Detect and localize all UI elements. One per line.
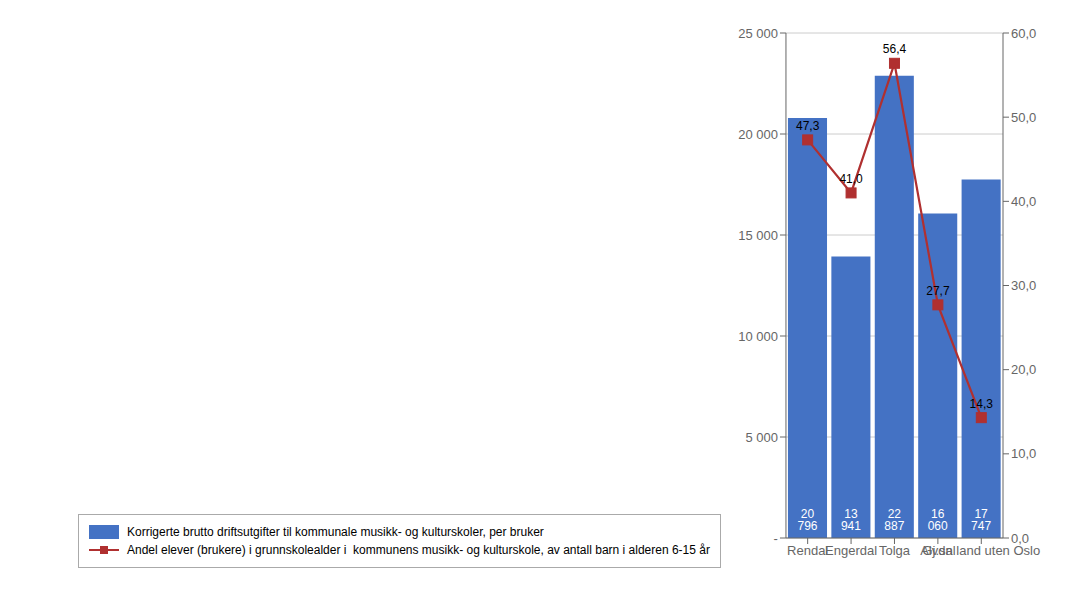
html-text:Andel elever (brukere) i grunn: Andel elever (brukere) i grunnskolealder…: [127, 543, 710, 557]
svg-text:0,0: 0,0: [1011, 531, 1029, 546]
svg-text:40,0: 40,0: [1011, 194, 1036, 209]
svg-text:17747: 17747: [971, 507, 991, 533]
svg-text:15 000: 15 000: [738, 228, 778, 243]
svg-text:50,0: 50,0: [1011, 110, 1036, 125]
svg-text:14,3: 14,3: [970, 397, 994, 411]
svg-text:Gj.sn land uten Oslo: Gj.sn land uten Oslo: [922, 543, 1041, 559]
svg-text:27,7: 27,7: [926, 284, 950, 298]
svg-text:13941: 13941: [841, 507, 861, 533]
svg-text:47,3: 47,3: [796, 119, 820, 133]
svg-text:22887: 22887: [884, 507, 904, 533]
svg-text:20796: 20796: [797, 507, 817, 533]
svg-text:Tolga: Tolga: [879, 543, 911, 558]
svg-text:10,0: 10,0: [1011, 446, 1036, 461]
svg-text:Engerdal: Engerdal: [825, 543, 877, 558]
svg-text:25 000: 25 000: [738, 26, 778, 41]
svg-text:10 000: 10 000: [738, 329, 778, 344]
svg-text:-: -: [774, 531, 778, 546]
svg-text:Rendal: Rendal: [787, 543, 828, 558]
html-text:Korrigerte brutto driftsutgift: Korrigerte brutto driftsutgifter til kom…: [127, 525, 544, 539]
svg-text:56,4: 56,4: [883, 42, 907, 56]
svg-text:60,0: 60,0: [1011, 26, 1036, 41]
svg-text:20 000: 20 000: [738, 127, 778, 142]
svg-text:5 000: 5 000: [745, 430, 778, 445]
svg-text:16060: 16060: [928, 507, 948, 533]
svg-text:41,0: 41,0: [839, 172, 863, 186]
svg-text:30,0: 30,0: [1011, 278, 1036, 293]
svg-text:20,0: 20,0: [1011, 362, 1036, 377]
